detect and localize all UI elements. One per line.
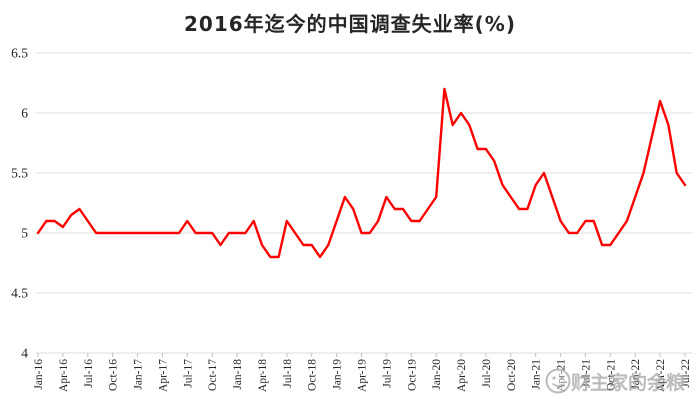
x-tick-label: Apr-21 [556,359,568,392]
watermark-text: 财主家的余粮 [571,371,685,394]
x-tick-label: Jul-16 [83,359,95,388]
gridlines-group [36,52,692,354]
x-tick-label: Jul-18 [282,359,294,388]
x-tick-label: Apr-22 [655,359,667,392]
x-axis-ticks [37,353,686,357]
y-tick-label: 6 [21,106,28,121]
x-tick-label: Jul-17 [182,359,194,388]
x-tick-label: Apr-17 [157,359,169,392]
x-tick-label: Oct-16 [108,359,120,391]
x-tick-label: Jul-20 [481,359,493,388]
logo-mouth [552,383,564,387]
logo-outer-ring [545,368,571,394]
y-tick-label: 6.5 [11,46,28,61]
x-tick-label: Apr-19 [357,359,369,392]
chart-title: 2016年迄今的中国调查失业率(%) [184,12,516,36]
x-tick-label: Jan-17 [133,359,145,390]
x-tick-label: Jul-21 [580,359,592,388]
x-tick-label: Jan-20 [431,359,443,390]
x-tick-label: Jul-19 [381,359,393,388]
x-tick-label: Oct-19 [406,359,418,391]
logo-right-eye [560,376,564,380]
x-tick-label: Jul-22 [680,359,692,388]
y-tick-label: 5.5 [11,166,28,181]
x-tick-label: Apr-20 [456,359,468,392]
x-tick-label: Oct-21 [605,359,617,391]
x-tick-label: Apr-16 [58,359,70,392]
x-tick-label: Jan-21 [531,359,543,390]
watermark: 财主家的余粮 [545,368,685,394]
x-tick-label: Jan-19 [332,359,344,390]
y-axis-labels: 6.5 6 5.5 5 4.5 4 [11,46,28,361]
x-tick-label: Jan-16 [33,359,45,390]
x-tick-label: Oct-20 [506,359,518,391]
x-tick-label: Jan-18 [232,359,244,390]
logo-left-eye [552,376,556,380]
x-tick-label: Jan-22 [630,359,642,390]
x-axis-labels: Jan-16 Apr-16 Jul-16 Oct-16 Jan-17 Apr-17 Jul-… [33,359,692,392]
y-tick-label: 4 [21,346,28,361]
y-tick-label: 4.5 [11,286,28,301]
x-tick-label: Oct-17 [207,359,219,391]
coin-face-logo-icon [545,368,571,394]
unemployment-rate-series [36,87,687,259]
unemployment-rate-line-group [36,87,687,259]
y-tick-label: 5 [21,226,28,241]
x-tick-label: Oct-18 [307,359,319,391]
x-tick-label: Apr-18 [257,359,269,392]
